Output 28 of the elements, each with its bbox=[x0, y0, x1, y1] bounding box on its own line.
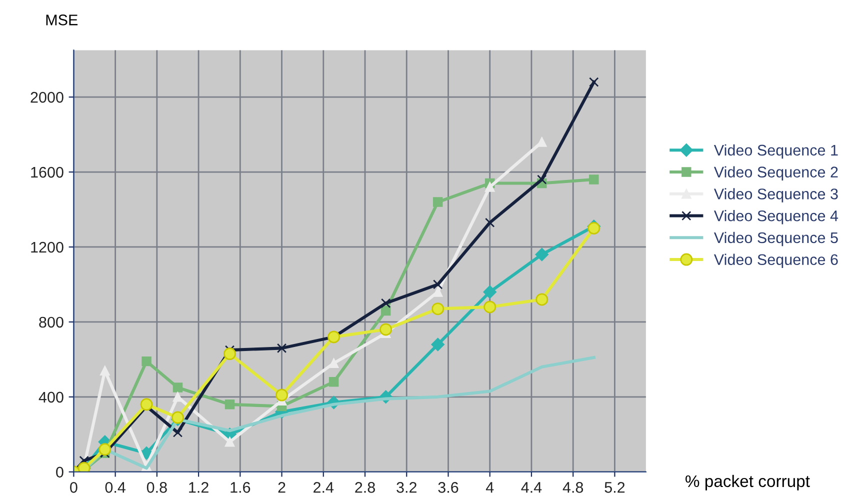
x-tick-label: 3.2 bbox=[396, 482, 416, 493]
x-tick-label: 1.6 bbox=[230, 482, 250, 493]
y-axis-title: MSE bbox=[46, 14, 78, 26]
x-tick-label: 4 bbox=[486, 482, 494, 493]
x-tick-label: 2 bbox=[278, 482, 286, 493]
x-tick-label: 2.4 bbox=[314, 482, 334, 493]
y-tick-label: 2000 bbox=[30, 92, 64, 103]
legend-label: Video Sequence 2 bbox=[714, 166, 838, 181]
legend-label: Video Sequence 1 bbox=[714, 144, 838, 159]
legend-label: Video Sequence 6 bbox=[714, 254, 838, 268]
x-tick-label: 0.4 bbox=[105, 482, 126, 493]
x-tick-label: 2.8 bbox=[355, 482, 375, 493]
y-tick-label: 400 bbox=[38, 392, 64, 403]
x-axis-title: % packet corrupt bbox=[686, 474, 810, 490]
x-tick-label: 4.4 bbox=[521, 482, 542, 493]
x-tick-label: 1.2 bbox=[189, 482, 208, 493]
legend-label: Video Sequence 4 bbox=[714, 210, 838, 224]
y-tick-label: 0 bbox=[56, 466, 64, 478]
x-tick-label: 3.6 bbox=[438, 482, 458, 493]
y-tick-label: 1200 bbox=[31, 242, 64, 253]
x-tick-label: 4.8 bbox=[562, 482, 584, 493]
legend-label: Video Sequence 3 bbox=[714, 188, 838, 202]
x-tick-label: 0.8 bbox=[146, 482, 167, 493]
y-tick-label: 800 bbox=[39, 316, 64, 328]
y-tick-label: 1600 bbox=[31, 166, 64, 178]
legend-label: Video Sequence 5 bbox=[714, 232, 838, 246]
x-tick-label: 5.2 bbox=[604, 482, 625, 493]
x-tick-label: 0 bbox=[70, 482, 78, 493]
